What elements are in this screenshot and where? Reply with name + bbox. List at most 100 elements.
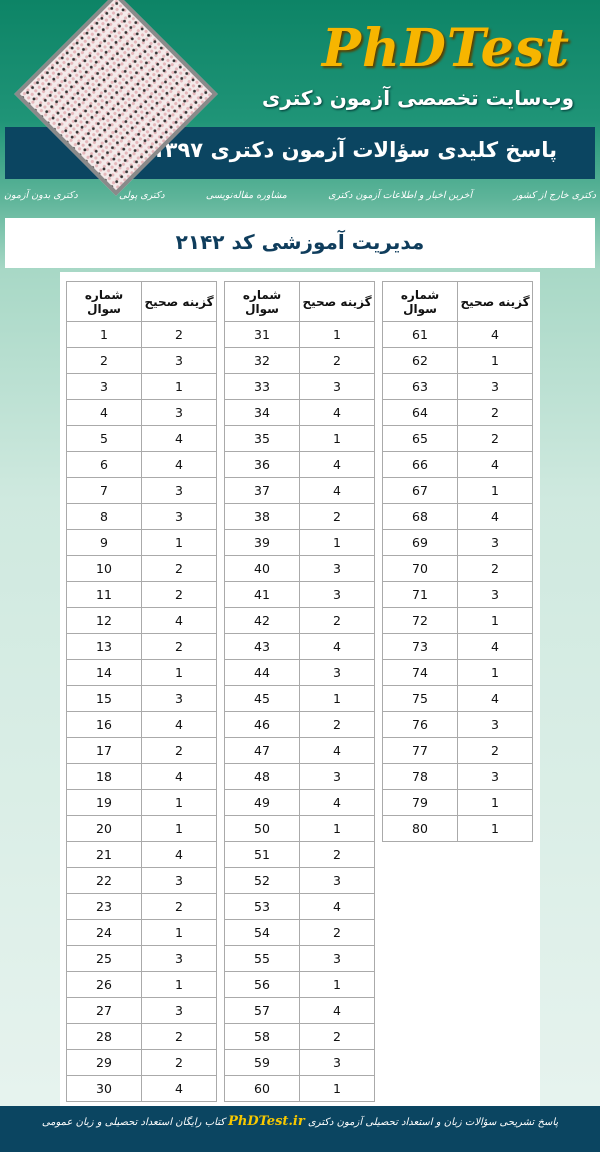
table-row: 34 4	[224, 399, 375, 426]
question-number: 16	[66, 711, 142, 738]
nav-links: دکتری بدون آزمون دکتری پولی مشاوره مقاله…	[4, 190, 596, 201]
question-number: 20	[66, 815, 142, 842]
correct-answer: 3	[299, 1049, 375, 1076]
correct-answer: 3	[299, 555, 375, 582]
question-number: 5	[66, 425, 142, 452]
correct-answer: 2	[299, 607, 375, 634]
footer-text-after: کتاب رایگان استعداد تحصیلی و زبان عمومی	[41, 1117, 225, 1128]
correct-answer: 3	[457, 763, 533, 790]
question-number: 6	[66, 451, 142, 478]
table-row: 71 3	[382, 581, 533, 608]
table-header: شماره سوال گزینه صحیح	[224, 281, 375, 322]
nav-link[interactable]: دکتری خارج از کشور	[513, 190, 596, 201]
question-number: 54	[224, 919, 300, 946]
question-number: 75	[382, 685, 458, 712]
question-number: 47	[224, 737, 300, 764]
correct-answer: 3	[457, 711, 533, 738]
table-row: 25 3	[66, 945, 217, 972]
correct-answer: 4	[299, 997, 375, 1024]
correct-answer: 3	[299, 867, 375, 894]
correct-answer: 4	[141, 763, 217, 790]
correct-answer: 1	[457, 815, 533, 842]
question-number: 69	[382, 529, 458, 556]
footer-text[interactable]: پاسخ تشریحی سؤالات زبان و استعداد تحصیلی…	[4, 1114, 596, 1130]
correct-answer: 3	[141, 503, 217, 530]
nav-link[interactable]: دکتری پولی	[118, 190, 165, 201]
question-number: 43	[224, 633, 300, 660]
site-logo[interactable]: PhDTest	[321, 18, 570, 79]
table-row: 17 2	[66, 737, 217, 764]
question-number: 21	[66, 841, 142, 868]
question-number: 10	[66, 555, 142, 582]
question-number: 68	[382, 503, 458, 530]
correct-answer: 2	[299, 919, 375, 946]
question-number: 74	[382, 659, 458, 686]
question-number: 63	[382, 373, 458, 400]
header-question: شماره سوال	[66, 281, 142, 322]
question-number: 41	[224, 581, 300, 608]
correct-answer: 4	[457, 451, 533, 478]
correct-answer: 3	[141, 399, 217, 426]
table-row: 77 2	[382, 737, 533, 764]
correct-answer: 4	[141, 1075, 217, 1102]
correct-answer: 2	[141, 1049, 217, 1076]
table-row: 26 1	[66, 971, 217, 998]
question-number: 13	[66, 633, 142, 660]
table-row: 67 1	[382, 477, 533, 504]
page-title: مدیریت آموزشی کد ۲۱۴۲	[175, 230, 425, 254]
question-number: 22	[66, 867, 142, 894]
table-row: 12 4	[66, 607, 217, 634]
table-header: شماره سوال گزینه صحیح	[66, 281, 217, 322]
table-row: 45 1	[224, 685, 375, 712]
table-row: 80 1	[382, 815, 533, 842]
banner-title: پاسخ کلیدی سؤالات آزمون دکتری ۱۳۹۷	[151, 138, 557, 162]
table-row: 60 1	[224, 1075, 375, 1102]
question-number: 56	[224, 971, 300, 998]
table-row: 48 3	[224, 763, 375, 790]
nav-link[interactable]: دکتری بدون آزمون	[4, 190, 78, 201]
correct-answer: 4	[141, 607, 217, 634]
correct-answer: 4	[457, 633, 533, 660]
question-number: 18	[66, 763, 142, 790]
table-row: 72 1	[382, 607, 533, 634]
correct-answer: 2	[141, 581, 217, 608]
question-number: 26	[66, 971, 142, 998]
question-number: 70	[382, 555, 458, 582]
answer-table: شماره سوال گزینه صحیح 31 1 32 2 33 3 34 4 35 1 36 4 37…	[224, 281, 375, 1102]
table-row: 65 2	[382, 425, 533, 452]
question-number: 64	[382, 399, 458, 426]
table-row: 61 4	[382, 321, 533, 348]
footer-logo[interactable]: PhDTest.ir	[228, 1114, 305, 1129]
footer-text-before: پاسخ تشریحی سؤالات زبان و استعداد تحصیلی…	[307, 1117, 559, 1128]
table-row: 49 4	[224, 789, 375, 816]
question-number: 23	[66, 893, 142, 920]
nav-link[interactable]: آخرین اخبار و اطلاعات آزمون دکتری	[328, 190, 473, 201]
correct-answer: 1	[299, 815, 375, 842]
table-row: 42 2	[224, 607, 375, 634]
table-row: 52 3	[224, 867, 375, 894]
table-row: 41 3	[224, 581, 375, 608]
question-number: 42	[224, 607, 300, 634]
correct-answer: 3	[299, 581, 375, 608]
correct-answer: 1	[457, 607, 533, 634]
table-row: 40 3	[224, 555, 375, 582]
question-number: 24	[66, 919, 142, 946]
table-row: 46 2	[224, 711, 375, 738]
correct-answer: 4	[299, 451, 375, 478]
table-row: 18 4	[66, 763, 217, 790]
question-number: 34	[224, 399, 300, 426]
correct-answer: 2	[299, 347, 375, 374]
nav-link[interactable]: مشاوره مقاله‌نویسی	[205, 190, 287, 201]
table-row: 66 4	[382, 451, 533, 478]
table-row: 47 4	[224, 737, 375, 764]
answer-table: شماره سوال گزینه صحیح 1 2 2 3 3 1 4 3 5 4 6 4 7 3 8 3 9 1 10…	[66, 281, 217, 1102]
correct-answer: 4	[457, 503, 533, 530]
table-row: 30 4	[66, 1075, 217, 1102]
question-number: 50	[224, 815, 300, 842]
question-number: 67	[382, 477, 458, 504]
correct-answer: 3	[141, 477, 217, 504]
